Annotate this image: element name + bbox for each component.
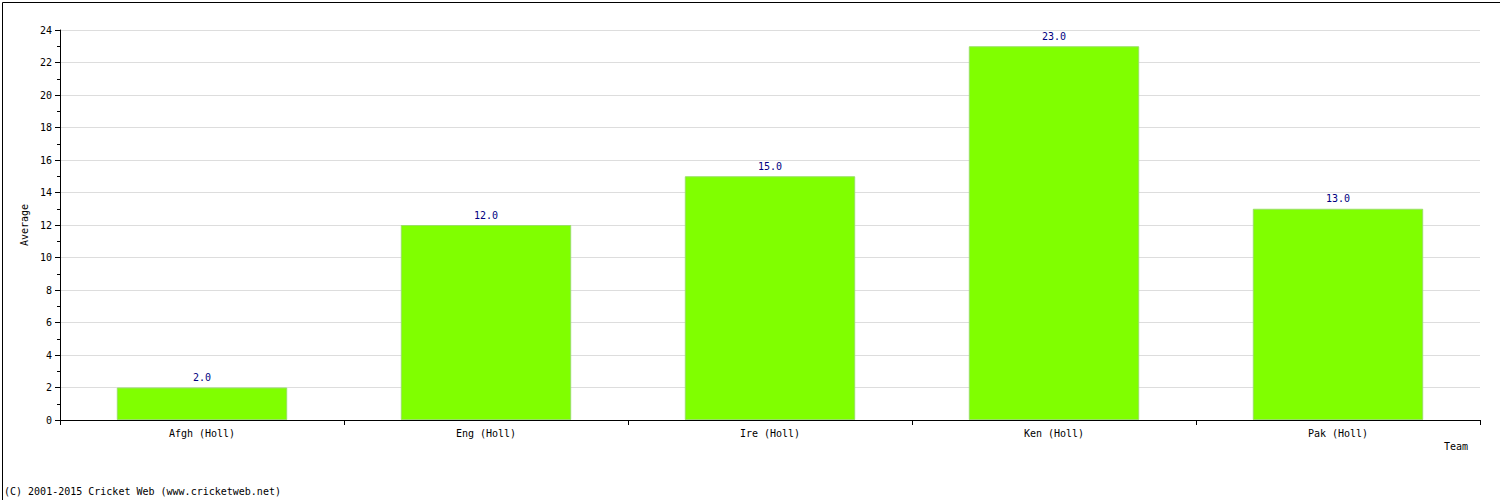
svg-text:13.0: 13.0 — [1326, 193, 1350, 204]
svg-text:Pak (Holl): Pak (Holl) — [1308, 428, 1368, 439]
svg-text:16: 16 — [40, 155, 52, 166]
svg-text:20: 20 — [40, 90, 52, 101]
svg-text:(C) 2001-2015 Cricket Web (www: (C) 2001-2015 Cricket Web (www.cricketwe… — [4, 486, 281, 497]
svg-text:18: 18 — [40, 122, 52, 133]
svg-text:24: 24 — [40, 25, 52, 36]
svg-text:2.0: 2.0 — [193, 372, 211, 383]
svg-text:12.0: 12.0 — [474, 210, 498, 221]
svg-text:4: 4 — [46, 350, 52, 361]
svg-text:15.0: 15.0 — [758, 161, 782, 172]
svg-text:22: 22 — [40, 57, 52, 68]
svg-text:Ken (Holl): Ken (Holl) — [1024, 428, 1084, 439]
svg-text:Average: Average — [19, 204, 30, 246]
svg-text:Afgh (Holl): Afgh (Holl) — [169, 428, 235, 439]
svg-text:Ire (Holl): Ire (Holl) — [740, 428, 800, 439]
svg-text:0: 0 — [46, 415, 52, 426]
svg-text:14: 14 — [40, 187, 52, 198]
svg-text:6: 6 — [46, 317, 52, 328]
svg-text:Eng (Holl): Eng (Holl) — [456, 428, 516, 439]
svg-text:Team: Team — [1444, 441, 1468, 452]
svg-text:12: 12 — [40, 220, 52, 231]
svg-text:8: 8 — [46, 285, 52, 296]
svg-text:23.0: 23.0 — [1042, 31, 1066, 42]
svg-text:10: 10 — [40, 252, 52, 263]
svg-text:2: 2 — [46, 382, 52, 393]
